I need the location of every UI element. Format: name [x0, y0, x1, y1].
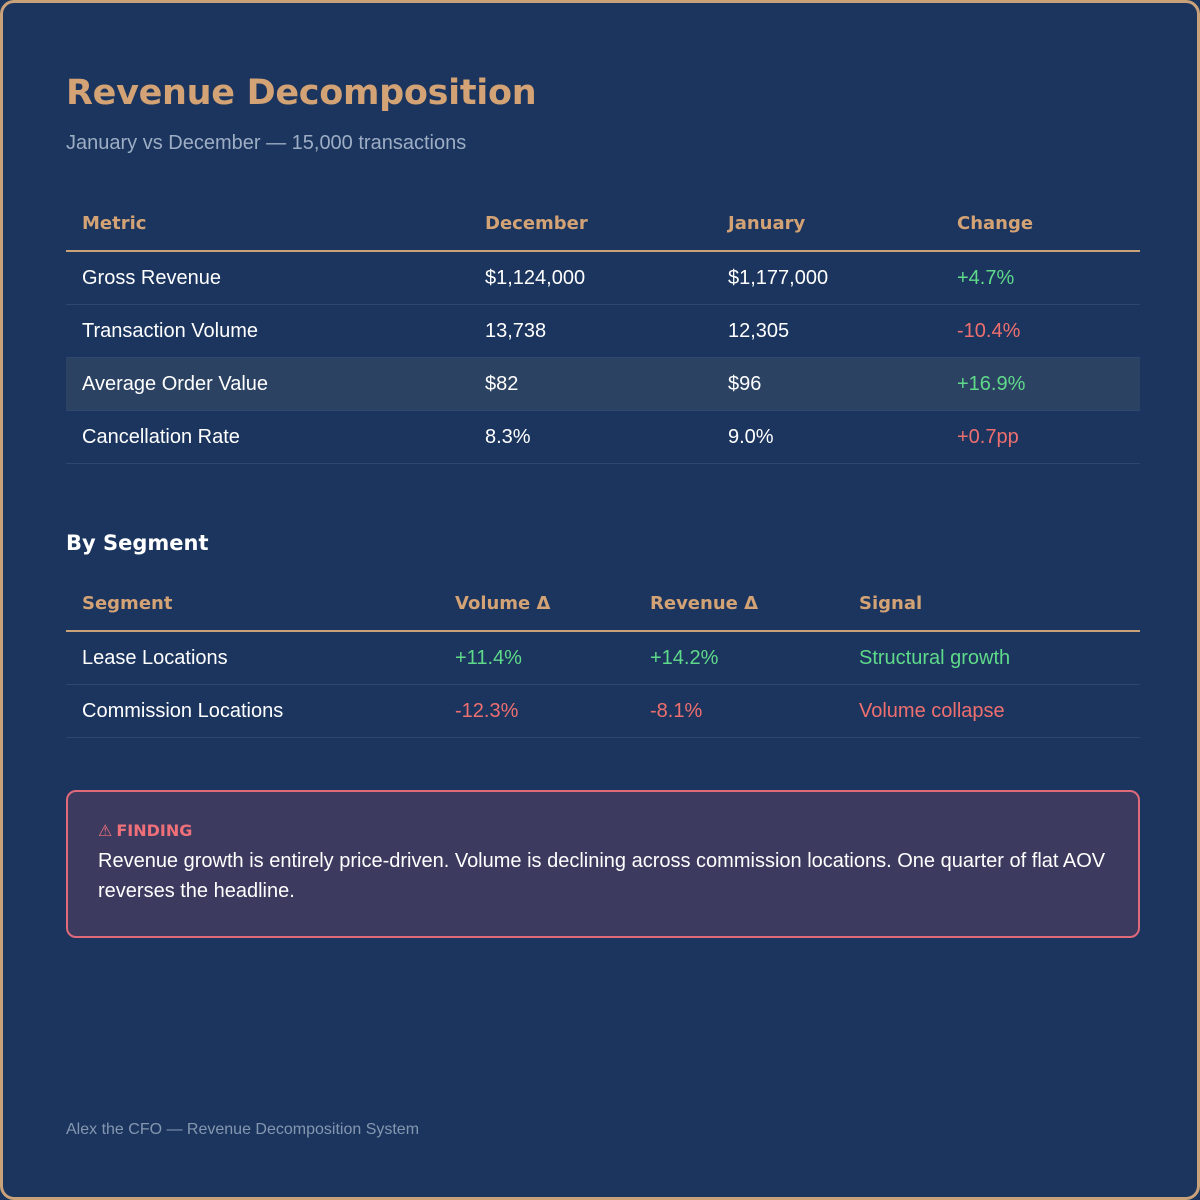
change-cell: +16.9% — [941, 357, 1140, 411]
metric-cell: Gross Revenue — [66, 251, 469, 305]
segment-cell: Commission Locations — [66, 684, 439, 738]
finding-text: Revenue growth is entirely price-driven.… — [98, 850, 1106, 902]
metric-cell: Cancellation Rate — [66, 410, 469, 464]
volume-delta-cell: +11.4% — [439, 631, 634, 685]
table-row: Gross Revenue $1,124,000 $1,177,000 +4.7… — [66, 251, 1140, 305]
table-row-highlighted: Average Order Value $82 $96 +16.9% — [66, 357, 1140, 411]
december-cell: $82 — [469, 357, 712, 411]
warning-icon: ⚠ — [98, 821, 113, 840]
column-header-segment: Segment — [66, 576, 439, 632]
table-row: Cancellation Rate 8.3% 9.0% +0.7pp — [66, 410, 1140, 464]
table-row: Transaction Volume 13,738 12,305 -10.4% — [66, 304, 1140, 358]
volume-delta-cell: -12.3% — [439, 684, 634, 738]
segment-table-header: Segment Volume Δ Revenue Δ Signal — [66, 576, 1140, 632]
december-cell: $1,124,000 — [469, 251, 712, 305]
finding-header: ⚠ FINDING — [98, 820, 1108, 842]
column-header-revenue-delta: Revenue Δ — [634, 576, 843, 632]
column-header-metric: Metric — [66, 196, 469, 252]
column-header-volume-delta: Volume Δ — [439, 576, 634, 632]
page-subtitle: January vs December — 15,000 transaction… — [66, 132, 467, 154]
segment-cell: Lease Locations — [66, 631, 439, 685]
change-cell: +4.7% — [941, 251, 1140, 305]
table-row: Lease Locations +11.4% +14.2% Structural… — [66, 631, 1140, 685]
december-cell: 8.3% — [469, 410, 712, 464]
revenue-delta-cell: +14.2% — [634, 631, 843, 685]
january-cell: 12,305 — [712, 304, 941, 358]
segment-table: Segment Volume Δ Revenue Δ Signal Lease … — [66, 576, 1140, 738]
table-row: Commission Locations -12.3% -8.1% Volume… — [66, 684, 1140, 738]
footer-text: Alex the CFO — Revenue Decomposition Sys… — [66, 1121, 420, 1138]
column-header-signal: Signal — [843, 576, 1140, 632]
finding-label: FINDING — [116, 821, 193, 840]
january-cell: $96 — [712, 357, 941, 411]
revenue-delta-cell: -8.1% — [634, 684, 843, 738]
change-cell: +0.7pp — [941, 410, 1140, 464]
december-cell: 13,738 — [469, 304, 712, 358]
summary-table-header: Metric December January Change — [66, 196, 1140, 252]
column-header-january: January — [712, 196, 941, 252]
metric-cell: Average Order Value — [66, 357, 469, 411]
change-cell: -10.4% — [941, 304, 1140, 358]
metric-cell: Transaction Volume — [66, 304, 469, 358]
january-cell: $1,177,000 — [712, 251, 941, 305]
page-title: Revenue Decomposition — [66, 73, 537, 113]
summary-table: Metric December January Change Gross Rev… — [66, 196, 1140, 464]
finding-callout: ⚠ FINDING Revenue growth is entirely pric… — [66, 790, 1140, 938]
column-header-change: Change — [941, 196, 1140, 252]
signal-cell: Structural growth — [843, 631, 1140, 685]
january-cell: 9.0% — [712, 410, 941, 464]
column-header-december: December — [469, 196, 712, 252]
signal-cell: Volume collapse — [843, 684, 1140, 738]
segment-section-title: By Segment — [66, 531, 209, 555]
